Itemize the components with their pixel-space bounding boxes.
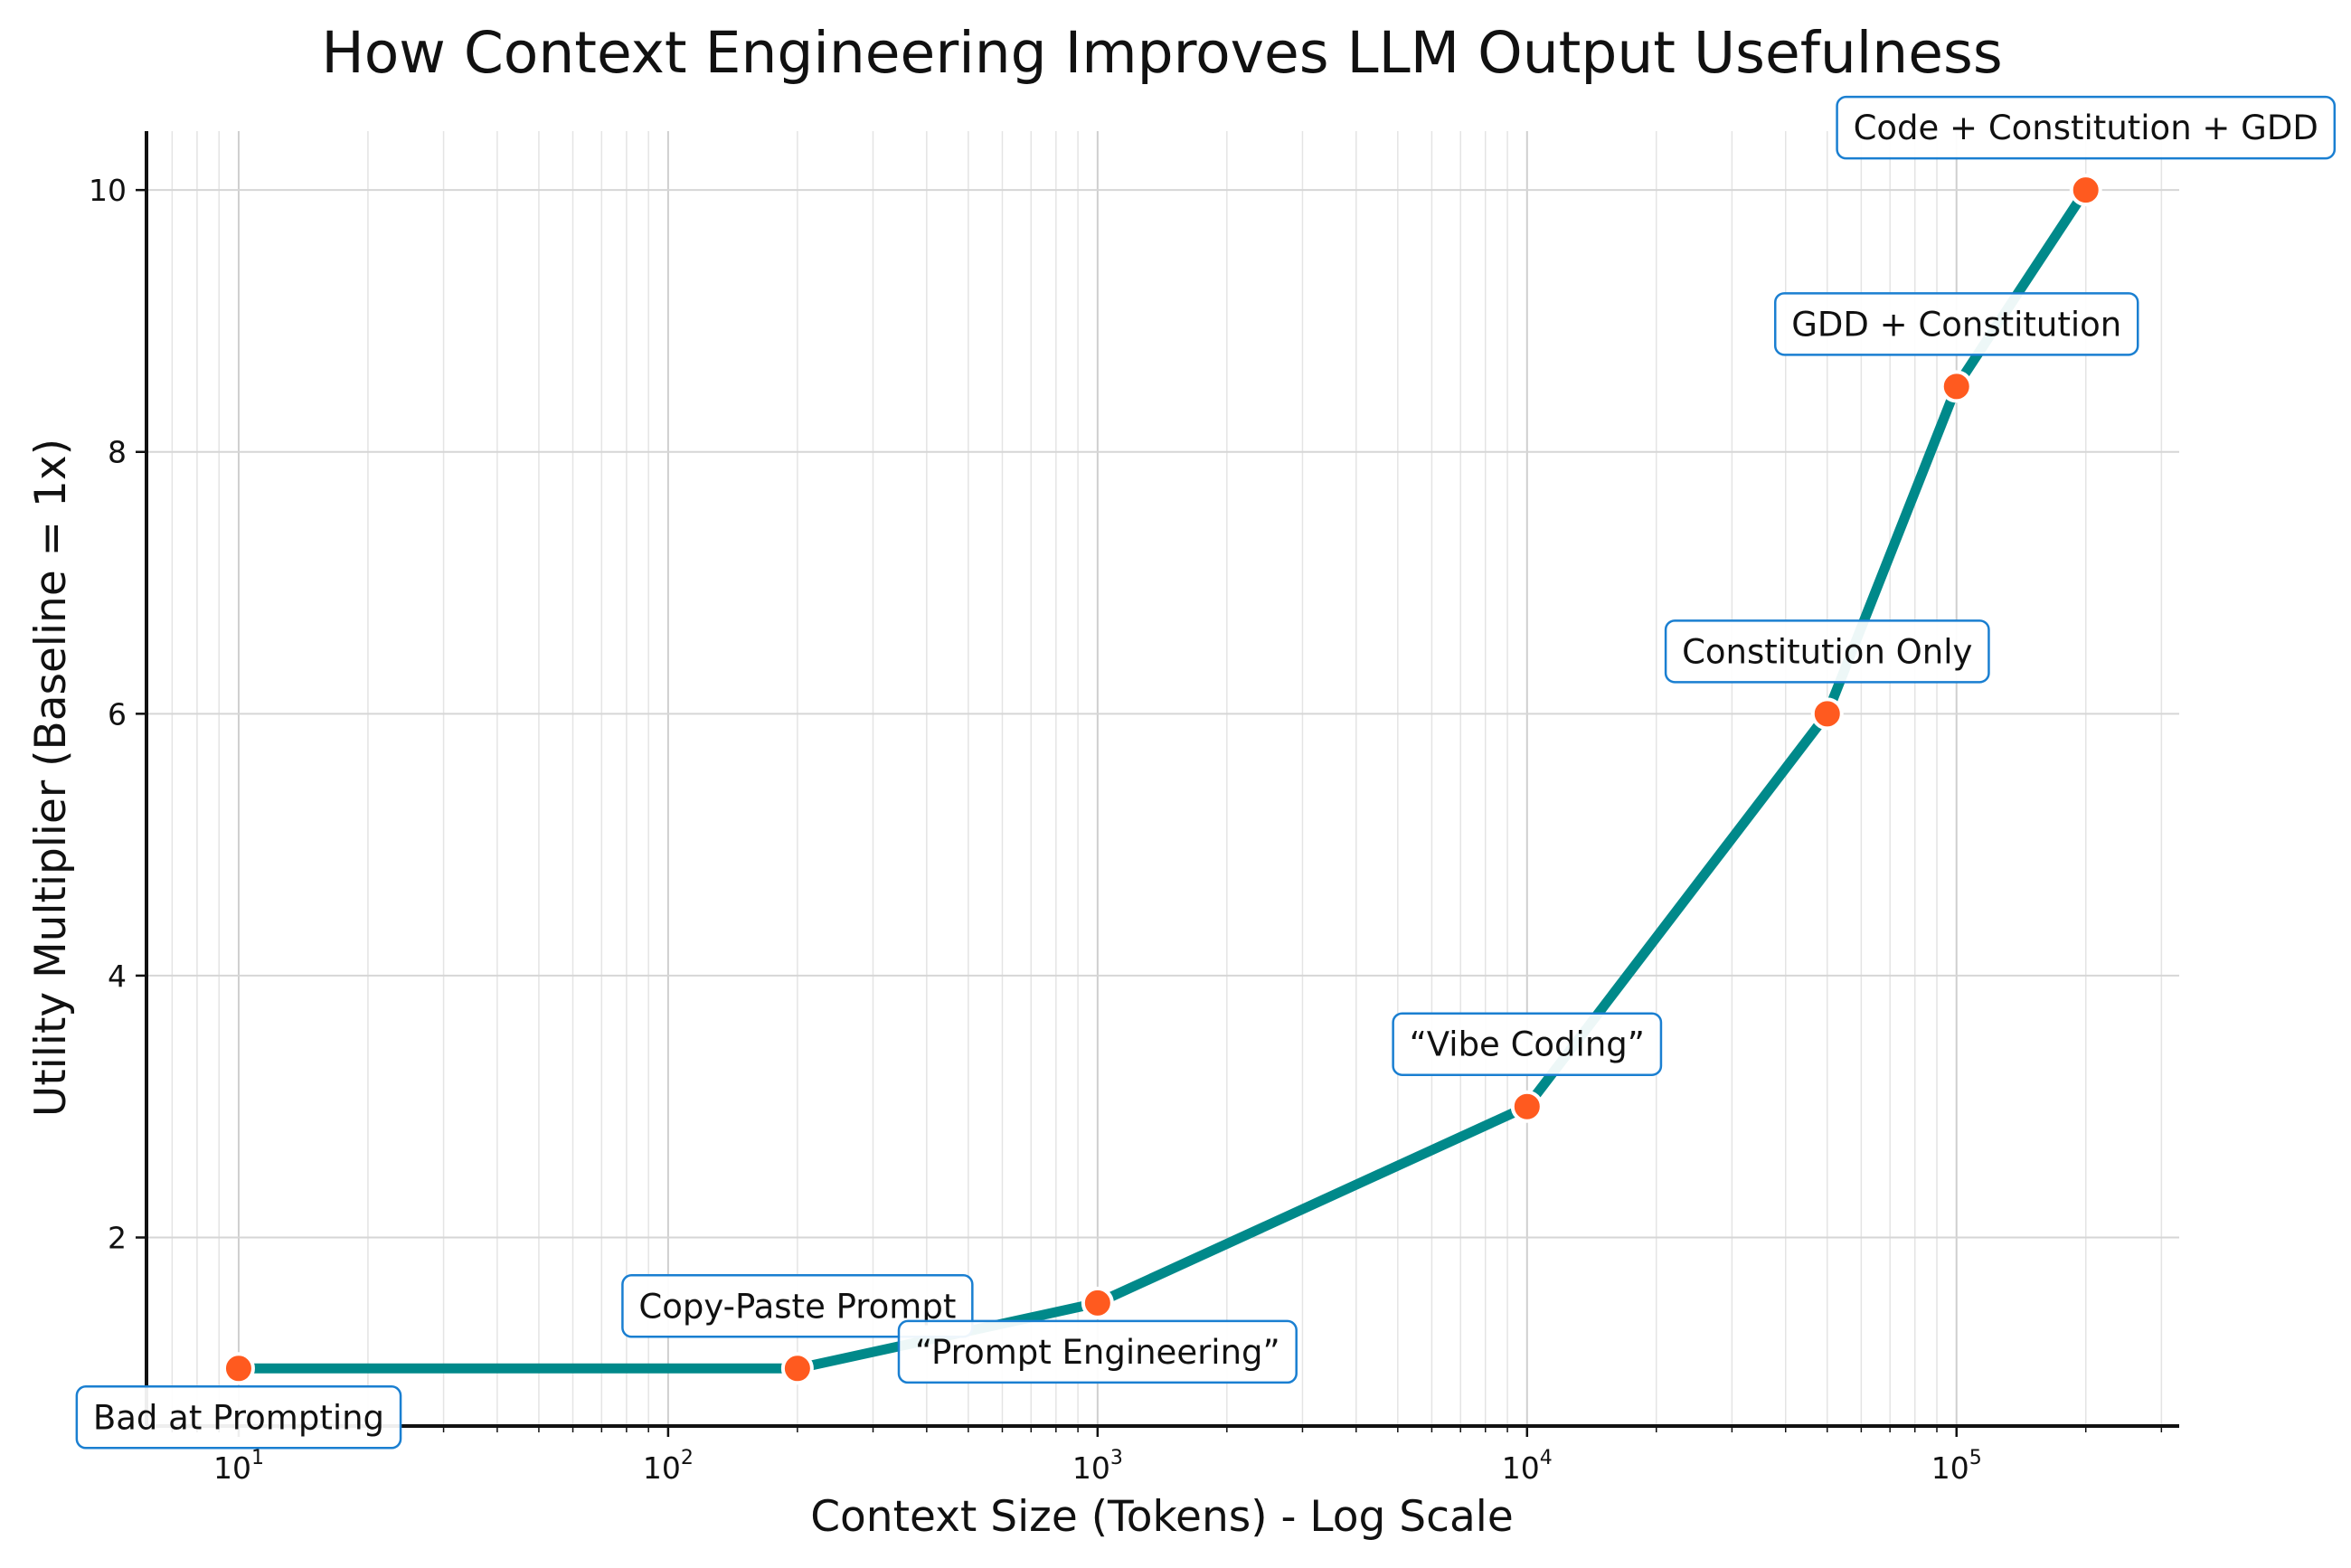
y-tick-label: 10 [89,173,127,208]
annotation-box [897,1319,1298,1384]
x-tick-label: 102 [643,1447,694,1486]
chart-title: How Context Engineering Improves LLM Out… [321,20,2002,86]
x-axis-label: Context Size (Tokens) - Log Scale [810,1492,1514,1542]
annotation-label: Constitution Only [1664,619,1990,684]
data-point-marker [1510,1090,1544,1123]
annotation-label: GDD + Constitution [1773,292,2139,356]
annotation-box [1773,292,2139,356]
annotation-label: Bad at Prompting [75,1385,402,1450]
series-line-path [238,187,2091,1374]
y-tick-label: 4 [108,959,127,994]
annotation-label: Code + Constitution + GDD [1836,95,2337,160]
data-point-marker [1081,1286,1114,1319]
data-point-marker [2069,174,2102,207]
annotation-text: “Vibe Coding” [1410,1025,1645,1064]
x-tick-label: 105 [1931,1447,1982,1486]
data-point-marker [1810,697,1844,731]
annotation-box [1836,95,2337,160]
axes: 2 4 6 8 10 101 102 103 104 105 [89,131,2179,1486]
annotation-box [621,1274,974,1338]
annotation-label: “Prompt Engineering” [897,1319,1298,1384]
y-tick-label: 2 [108,1220,127,1255]
annotation-label: Copy-Paste Prompt [621,1274,974,1338]
annotations: Bad at Prompting Copy-Paste Prompt “Prompt… [75,95,2337,1450]
annotation-text: Copy-Paste Prompt [638,1287,956,1326]
annotation-box [1664,619,1990,684]
y-tick-label: 8 [108,435,127,470]
markers [222,174,2102,1385]
annotation-text: Constitution Only [1682,632,1972,671]
annotation-label: “Vibe Coding” [1392,1012,1663,1076]
data-point-marker [1940,370,1973,403]
x-tick-label: 104 [1502,1447,1553,1486]
data-point-marker [780,1352,814,1385]
data-point-marker [222,1352,255,1385]
annotation-box [1392,1012,1663,1076]
x-tick-label: 103 [1072,1447,1123,1486]
annotation-text: “Prompt Engineering” [915,1333,1280,1372]
y-axis-label: Utility Multiplier (Baseline = 1x) [26,439,76,1117]
annotation-box [75,1385,402,1450]
y-tick-label: 6 [108,696,127,732]
annotation-text: GDD + Constitution [1791,305,2121,344]
x-tick-label: 101 [213,1447,264,1486]
annotation-text: Bad at Prompting [93,1398,384,1437]
series-line [238,187,2091,1374]
annotation-text: Code + Constitution + GDD [1854,109,2318,147]
